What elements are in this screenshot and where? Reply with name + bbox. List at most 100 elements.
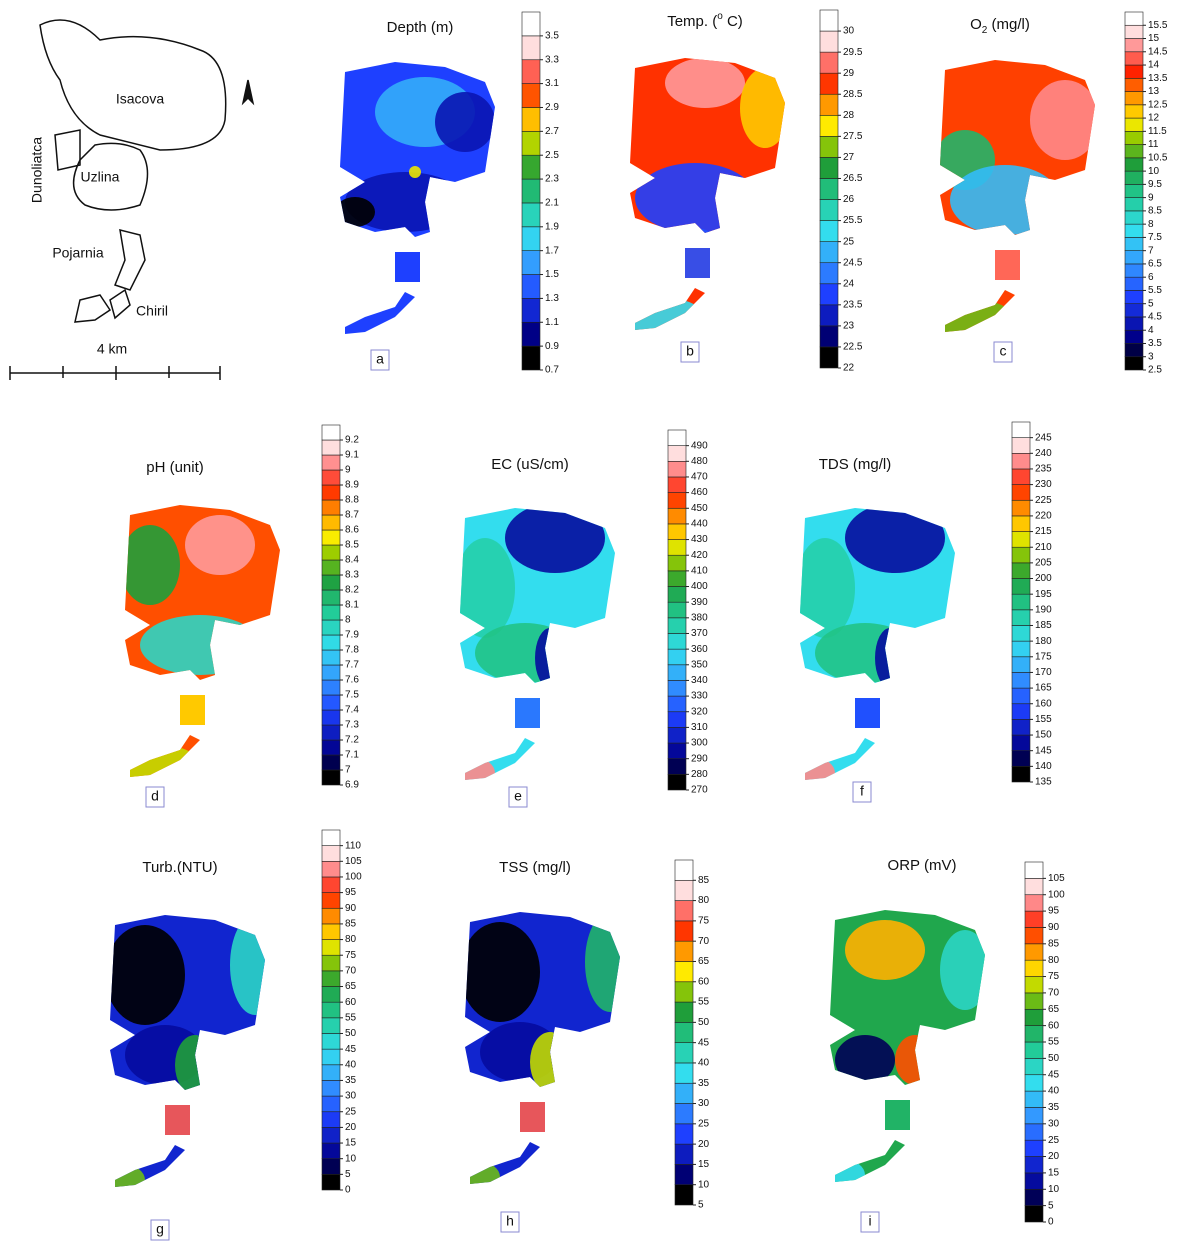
colorbar-segment: [668, 618, 686, 634]
colorbar-segment: [1012, 500, 1030, 516]
colorbar-label: 25: [698, 1118, 710, 1129]
colorbar-label: 1.3: [545, 293, 559, 304]
colorbar-segment: [1125, 277, 1143, 290]
colorbar-segment: [522, 84, 540, 108]
colorbar-segment: [322, 485, 340, 500]
colorbar-segment: [322, 515, 340, 530]
colorbar-label: 185: [1035, 620, 1052, 631]
colorbar-label: 200: [1035, 573, 1052, 584]
colorbar-label: 2.1: [545, 198, 559, 209]
colorbar-segment: [1025, 1091, 1043, 1107]
colorbar-label: 180: [1035, 636, 1052, 647]
colorbar-label: 50: [698, 1017, 710, 1028]
colorbar-label: 25: [345, 1106, 357, 1117]
colorbar-label: 85: [698, 875, 710, 886]
map-zone: [980, 240, 1030, 290]
panel-title: O2 (mg/l): [970, 16, 1030, 36]
colorbar-label: 25.5: [843, 215, 863, 226]
colorbar-label: 55: [1048, 1037, 1060, 1048]
panel-title: EC (uS/cm): [491, 456, 569, 473]
colorbar-label: 175: [1035, 651, 1052, 662]
colorbar-label: 27: [843, 152, 855, 163]
colorbar-segment: [322, 1018, 340, 1034]
colorbar-label: 30: [1048, 1118, 1060, 1129]
colorbar-label: 28.5: [843, 89, 863, 100]
map-zone: [185, 515, 255, 575]
colorbar-segment: [1025, 1042, 1043, 1058]
colorbar-label: 12: [1148, 113, 1160, 124]
title-part: TDS (mg/l): [819, 456, 892, 473]
colorbar-label: 225: [1035, 495, 1052, 506]
colorbar-label: 95: [345, 887, 357, 898]
colorbar-segment: [820, 347, 838, 368]
colorbar-label: 50: [1048, 1053, 1060, 1064]
colorbar-label: 65: [345, 981, 357, 992]
map-zone: [120, 745, 200, 785]
panel-letter: b: [686, 343, 694, 359]
scale-label: 4 km: [97, 341, 127, 357]
colorbar-segment: [820, 200, 838, 221]
colorbar-label: 270: [691, 785, 708, 796]
colorbar-label: 190: [1035, 604, 1052, 615]
colorbar-label: 8.8: [345, 495, 359, 506]
colorbar-label: 10.5: [1148, 152, 1168, 163]
map-zone: [175, 1035, 215, 1095]
colorbar-segment: [1125, 317, 1143, 330]
colorbar-segment: [675, 1022, 693, 1042]
colorbar-label: 220: [1035, 511, 1052, 522]
colorbar-segment: [1125, 25, 1143, 38]
colorbar-label: 1.5: [545, 269, 559, 280]
colorbar-label: 440: [691, 519, 708, 530]
map-zone: [105, 925, 185, 1025]
colorbar-segment: [820, 94, 838, 115]
colorbar-label: 85: [345, 919, 357, 930]
colorbar-segment: [668, 461, 686, 477]
colorbar-segment: [1012, 438, 1030, 454]
panel-letter: d: [151, 788, 159, 804]
panel-title: Turb.(NTU): [142, 859, 217, 876]
map-zone: [940, 930, 990, 1010]
colorbar-label: 380: [691, 612, 708, 623]
colorbar-label: 10: [345, 1153, 357, 1164]
colorbar-segment: [1125, 330, 1143, 343]
colorbar-label: 30: [843, 26, 855, 37]
colorbar-label: 480: [691, 456, 708, 467]
map-zone: [665, 58, 745, 108]
colorbar-segment: [522, 275, 540, 299]
colorbar-segment: [675, 880, 693, 900]
colorbar-segment: [322, 955, 340, 971]
colorbar-segment: [668, 587, 686, 603]
colorbar-label: 26: [843, 194, 855, 205]
colorbar-segment: [322, 650, 340, 665]
colorbar-segment: [820, 73, 838, 94]
colorbar-label: 35: [345, 1075, 357, 1086]
contour-map: [625, 58, 790, 338]
colorbar-label: 0: [1048, 1217, 1054, 1228]
colorbar-segment: [322, 605, 340, 620]
colorbar-segment: [322, 846, 340, 862]
colorbar-segment: [522, 203, 540, 227]
map-zone: [435, 92, 495, 152]
map-zone: [335, 197, 375, 227]
colorbar-label: 9: [345, 465, 351, 476]
colorbar-segment: [820, 31, 838, 52]
colorbar-segment: [322, 1127, 340, 1143]
colorbar-segment: [1125, 264, 1143, 277]
colorbar-label: 6.5: [1148, 259, 1162, 270]
map-zone: [535, 628, 565, 688]
colorbar-segment: [820, 242, 838, 263]
colorbar-label: 8.1: [345, 600, 359, 611]
colorbar-segment: [668, 602, 686, 618]
colorbar-segment: [322, 1112, 340, 1128]
colorbar-segment: [322, 710, 340, 725]
colorbar-segment: [1125, 184, 1143, 197]
colorbar-segment: [675, 921, 693, 941]
colorbar-label: 8.2: [345, 585, 359, 596]
colorbar-label: 10: [1148, 166, 1160, 177]
colorbar-segment: [1012, 610, 1030, 626]
colorbar-label: 7.4: [345, 705, 359, 716]
colorbar-label: 450: [691, 503, 708, 514]
colorbar-label: 140: [1035, 761, 1052, 772]
colorbar-label: 155: [1035, 714, 1052, 725]
colorbar-segment: [668, 571, 686, 587]
